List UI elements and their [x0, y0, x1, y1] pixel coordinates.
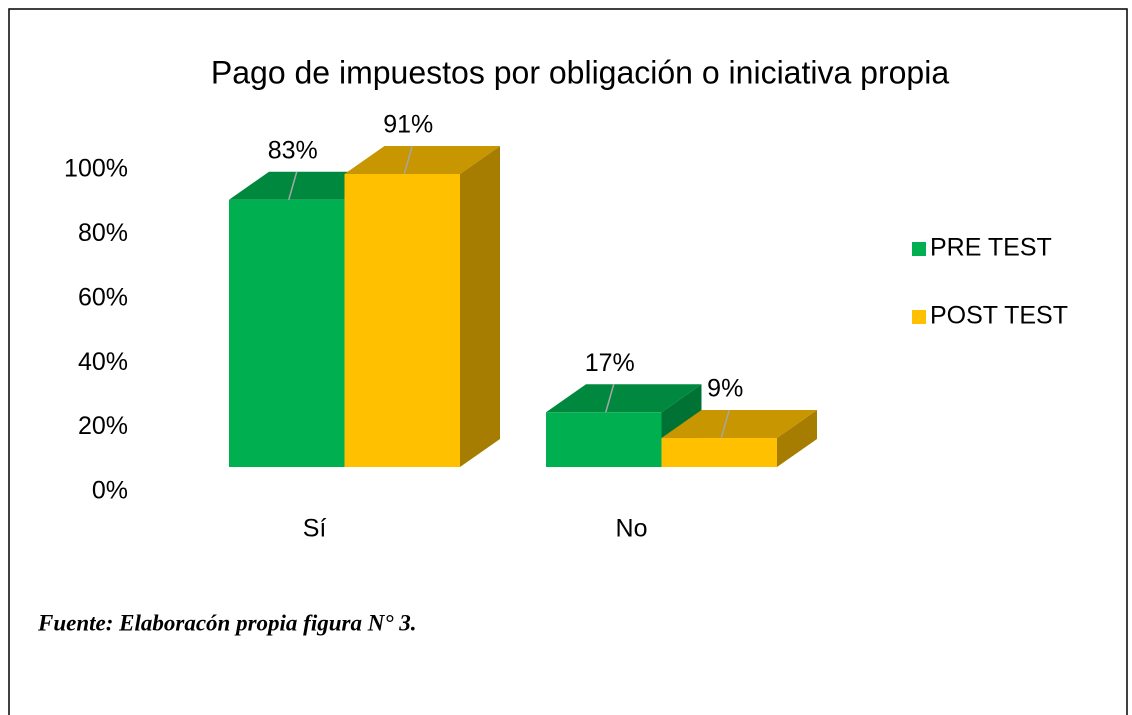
legend-swatch	[912, 310, 926, 324]
chart-title: Pago de impuestos por obligación o inici…	[211, 54, 949, 90]
legend-swatch	[912, 242, 926, 256]
bar	[229, 199, 345, 468]
source-note: Fuente: Elaboracón propia figura N° 3.	[37, 610, 417, 635]
bar-side	[777, 410, 817, 467]
y-tick-label: 0%	[92, 477, 128, 505]
y-tick-label: 80%	[78, 219, 128, 247]
y-tick-label: 40%	[78, 348, 128, 376]
leader-line	[288, 171, 298, 200]
bar-side	[460, 145, 500, 468]
bar-top	[661, 410, 817, 439]
bar	[546, 412, 662, 467]
data-label: 91%	[383, 111, 433, 139]
y-tick-label: 20%	[78, 412, 128, 440]
leader-line	[403, 145, 413, 175]
bar-top	[546, 384, 702, 413]
y-tick-label: 100%	[64, 155, 128, 183]
leader-line	[720, 409, 730, 439]
data-label: 83%	[268, 136, 318, 164]
legend-label: POST TEST	[930, 302, 1068, 330]
bar-top	[344, 145, 500, 174]
page-border	[8, 8, 1128, 715]
x-tick-label: No	[616, 515, 648, 543]
x-tick-label: Sí	[303, 515, 327, 543]
bar	[344, 173, 460, 468]
data-label: 9%	[707, 375, 743, 403]
bar	[661, 438, 777, 467]
legend-label: PRE TEST	[930, 234, 1052, 262]
leader-line	[605, 384, 615, 413]
y-tick-label: 60%	[78, 283, 128, 311]
data-label: 17%	[585, 349, 635, 377]
